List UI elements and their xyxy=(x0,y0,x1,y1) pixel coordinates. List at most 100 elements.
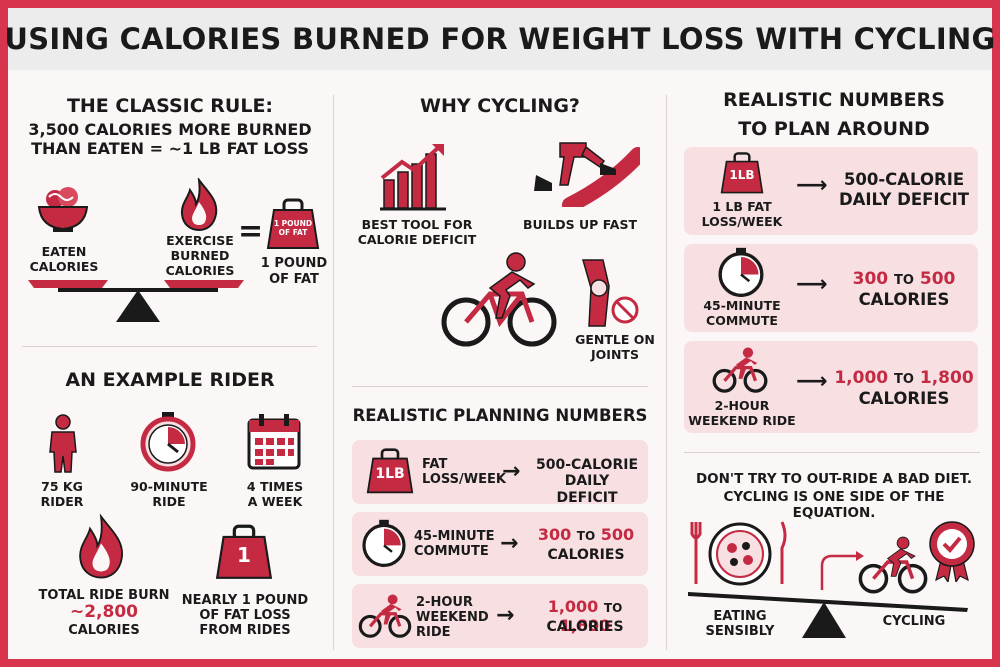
realistic-stopwatch-icon xyxy=(716,246,766,298)
large-flame-icon xyxy=(73,514,129,580)
realistic-card-1: 1LB 1 LB FAT LOSS/WEEK ⟶ 500-CALORIE DAI… xyxy=(684,147,978,235)
realistic-cyclist-icon xyxy=(712,347,768,393)
classic-rule-line2: THAN EATEN = ~1 LB FAT LOSS xyxy=(31,139,309,158)
realistic-row3-left1: 2-HOUR xyxy=(714,398,770,413)
realistic-card-3: 2-HOUR WEEKEND RIDE ⟶ 1,000 TO 1,800 CAL… xyxy=(684,341,978,433)
planning-row1-left2: LOSS/WEEK xyxy=(422,472,506,487)
weight-badge-text: 1LB xyxy=(375,466,405,482)
rider-label-line1: 75 KG xyxy=(41,479,83,494)
realistic-row1-left1: 1 LB FAT xyxy=(712,199,772,214)
section-divider-left xyxy=(22,346,317,347)
planning-row3-low: 1,000 xyxy=(547,597,599,616)
runner-icon xyxy=(530,135,640,207)
knee-icon xyxy=(573,258,641,328)
realistic-row2-left2: COMMUTE xyxy=(706,313,778,328)
realistic-row2-unit: CALORIES xyxy=(858,290,950,309)
realistic-row2-left1: 45-MINUTE xyxy=(703,298,781,313)
pound-label-line2: OF FAT xyxy=(269,272,319,287)
planning-row3-unit: CALORIES xyxy=(546,619,624,635)
fat-label-line3: FROM RIDES xyxy=(199,623,291,638)
arrow-icon: → xyxy=(496,603,515,628)
ride-label-line1: 90-MINUTE xyxy=(130,479,208,494)
page-title: USING CALORIES BURNED FOR WEIGHT LOSS WI… xyxy=(4,22,996,56)
realistic-row3-unit: CALORIES xyxy=(858,389,950,408)
eating-label-line1: EATING xyxy=(713,609,767,624)
realistic-row3-high: 1,800 xyxy=(919,368,974,388)
fat-weight-number: 1 xyxy=(237,543,251,567)
balance-scale-icon xyxy=(688,586,978,642)
arrow-icon: ⟶ xyxy=(796,173,828,198)
realistic-weight-text: 1LB xyxy=(729,168,755,182)
equals-sign: = xyxy=(238,214,264,249)
calendar-icon xyxy=(247,414,301,470)
chart-icon xyxy=(380,140,452,212)
tool-label-line2: CALORIE DEFICIT xyxy=(357,232,477,247)
diet-line1: DON'T TRY TO OUT-RIDE A BAD DIET. xyxy=(695,471,973,487)
example-heading: AN EXAMPLE RIDER xyxy=(65,369,275,391)
diet-cyclist-icon xyxy=(858,534,928,596)
commute-stopwatch-icon xyxy=(360,518,408,568)
realistic-card-2: 45-MINUTE COMMUTE ⟶ 300 TO 500 CALORIES xyxy=(684,244,978,332)
fat-label-line1: NEARLY 1 POUND xyxy=(181,593,309,608)
times-label-line2: A WEEK xyxy=(247,494,303,509)
planning-card-2: 45-MINUTE COMMUTE → 300 TO 500 CALORIES xyxy=(352,512,648,576)
direction-arrow-icon xyxy=(808,540,864,590)
realistic-weight-icon: 1LB xyxy=(720,151,764,195)
weight-icon: 1 POUND OF FAT xyxy=(266,198,320,250)
column-divider-1 xyxy=(333,95,334,650)
column-divider-2 xyxy=(666,95,667,650)
realistic-row3-low: 1,000 xyxy=(834,368,889,388)
cycling-label: CYCLING xyxy=(882,614,946,629)
planning-row3-high: 1,800 xyxy=(559,616,611,636)
cyclist-icon xyxy=(440,250,558,348)
arrow-icon: ⟶ xyxy=(796,272,828,297)
weight-badge-icon: 1LB xyxy=(366,447,414,495)
planning-row1-left1: FAT xyxy=(422,457,448,472)
rider-label-line2: RIDER xyxy=(40,494,84,509)
planning-row2-unit: CALORIES xyxy=(547,547,625,563)
fat-label-line2: OF FAT LOSS xyxy=(199,608,291,623)
flame-icon xyxy=(178,178,220,232)
gentle-label-line1: GENTLE ON xyxy=(575,332,655,347)
person-icon xyxy=(43,414,83,474)
classic-heading: THE CLASSIC RULE: xyxy=(66,95,274,117)
planning-row2-left2: COMMUTE xyxy=(414,544,489,559)
planning-row1-right2: DAILY DEFICIT xyxy=(556,473,618,506)
burn-value: ~2,800 xyxy=(69,602,139,622)
builds-label: BUILDS UP FAST xyxy=(523,217,637,232)
tool-label-line1: BEST TOOL FOR xyxy=(361,217,473,232)
stopwatch-icon xyxy=(138,410,198,472)
planning-card-1: 1LB FAT LOSS/WEEK → 500-CALORIE DAILY DE… xyxy=(352,440,648,506)
weight-icon-text-2: OF FAT xyxy=(278,228,308,237)
planning-row2-high: 500 xyxy=(600,525,635,544)
small-cyclist-icon xyxy=(358,594,412,638)
burn-label-line1: TOTAL RIDE BURN xyxy=(38,588,170,603)
realistic-row3-left2: WEEKEND RIDE xyxy=(688,413,796,428)
eaten-label-line1: EATEN xyxy=(41,244,87,259)
realistic-row1-right2: DAILY DEFICIT xyxy=(838,190,970,209)
planning-row2-to: TO xyxy=(576,529,596,543)
planning-row3-left3: RIDE xyxy=(416,625,451,640)
burn-label-line3: CALORIES xyxy=(68,623,140,638)
realistic-row2-low: 300 xyxy=(852,269,889,289)
ride-label-line2: RIDE xyxy=(152,494,186,509)
plate-icon xyxy=(690,518,790,590)
planning-card-3: 2-HOUR WEEKEND RIDE → 1,000 TO 1,800 CAL… xyxy=(352,584,648,648)
bowl-icon xyxy=(35,185,91,233)
realistic-heading-line2: TO PLAN AROUND xyxy=(738,118,930,140)
exercise-label-line1: EXERCISE xyxy=(166,233,234,248)
section-divider-middle xyxy=(352,386,648,387)
planning-row3-range: 1,000 TO 1,800 xyxy=(524,597,646,635)
realistic-row1-left2: LOSS/WEEK xyxy=(701,214,783,229)
medal-icon xyxy=(928,520,976,582)
arrow-icon: ⟶ xyxy=(796,369,828,394)
gentle-label-line2: JOINTS xyxy=(591,347,639,362)
realistic-row3-range: 1,000 TO 1,800 xyxy=(832,368,976,388)
planning-row2-range: 300 TO 500 xyxy=(530,525,642,544)
fat-weight-icon: 1 xyxy=(215,523,273,581)
planning-row2-left1: 45-MINUTE xyxy=(414,529,495,544)
planning-heading: REALISTIC PLANNING NUMBERS xyxy=(352,406,648,425)
realistic-heading-line1: REALISTIC NUMBERS xyxy=(723,89,945,111)
arrow-icon: → xyxy=(500,531,519,556)
realistic-row2-high: 500 xyxy=(919,269,956,289)
